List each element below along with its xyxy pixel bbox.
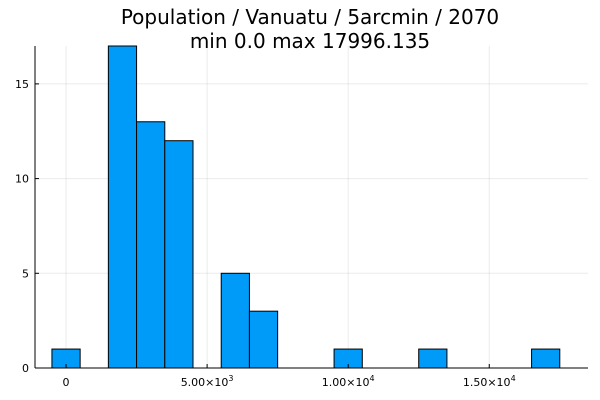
x-tick-label: 1.50×104 bbox=[463, 374, 516, 389]
y-tick-label: 5 bbox=[22, 267, 29, 280]
x-axis-ticks: 0 5.00×103 1.00×104 1.50×104 bbox=[63, 364, 516, 389]
x-tick-label: 5.00×103 bbox=[181, 374, 234, 389]
y-tick-label: 10 bbox=[15, 173, 29, 186]
chart-title-line2: min 0.0 max 17996.135 bbox=[190, 29, 430, 53]
x-tick-exponent: 3 bbox=[228, 374, 233, 383]
y-axis-ticks: 0 5 10 15 bbox=[15, 78, 39, 375]
y-tick-label: 15 bbox=[15, 78, 29, 91]
y-tick-label: 0 bbox=[22, 362, 29, 375]
histogram-bar bbox=[248, 310, 279, 369]
x-tick-exponent: 4 bbox=[511, 374, 516, 383]
axes bbox=[34, 46, 588, 369]
chart-title-line1: Population / Vanuatu / 5arcmin / 2070 bbox=[121, 5, 499, 29]
histogram-bar bbox=[418, 348, 448, 369]
x-tick-label: 0 bbox=[63, 376, 70, 389]
histogram-bar bbox=[220, 272, 250, 369]
x-tick-exponent: 4 bbox=[369, 374, 374, 383]
x-tick-label: 1.00×104 bbox=[322, 374, 375, 389]
histogram-bars bbox=[51, 45, 561, 369]
histogram-bar bbox=[164, 140, 194, 369]
histogram-bar bbox=[107, 45, 138, 369]
histogram-bar bbox=[136, 121, 166, 369]
histogram-bar bbox=[531, 348, 561, 369]
